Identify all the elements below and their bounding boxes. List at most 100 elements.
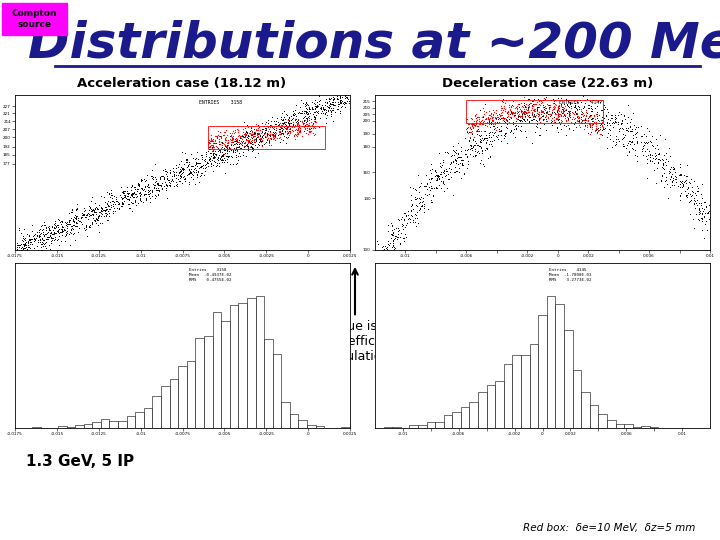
Point: [253, 140, 264, 149]
Point: [37, 241, 49, 250]
Point: [110, 197, 122, 206]
Point: [474, 132, 485, 140]
Point: [233, 132, 244, 140]
Point: [289, 115, 301, 124]
Point: [377, 260, 388, 268]
Point: [552, 108, 563, 117]
Point: [246, 126, 257, 134]
Point: [305, 117, 317, 126]
Point: [265, 133, 276, 142]
Point: [303, 105, 315, 113]
Point: [228, 135, 239, 144]
Point: [222, 143, 234, 151]
Point: [49, 229, 60, 238]
Point: [509, 112, 521, 120]
Point: [260, 124, 271, 133]
Point: [501, 124, 513, 132]
Point: [274, 128, 285, 137]
Point: [587, 114, 598, 123]
Point: [66, 228, 77, 237]
Point: [381, 254, 392, 262]
Point: [439, 172, 451, 180]
Point: [18, 240, 30, 248]
Point: [328, 96, 339, 105]
Point: [639, 139, 650, 147]
Point: [23, 236, 35, 245]
Point: [505, 109, 517, 118]
Point: [22, 248, 34, 256]
Point: [490, 118, 501, 126]
Point: [676, 177, 688, 185]
Point: [35, 234, 46, 243]
Point: [213, 138, 225, 146]
Point: [231, 135, 243, 144]
Point: [621, 119, 632, 127]
Point: [284, 127, 296, 136]
Point: [515, 119, 526, 128]
Point: [118, 188, 130, 197]
Point: [251, 125, 262, 133]
Point: [225, 159, 236, 168]
Point: [441, 166, 453, 175]
Point: [531, 116, 542, 125]
Point: [319, 105, 330, 114]
Point: [207, 146, 219, 155]
Point: [116, 199, 127, 208]
Point: [174, 170, 186, 179]
Point: [115, 201, 127, 210]
Point: [68, 217, 79, 226]
Point: [271, 122, 282, 131]
Point: [156, 184, 168, 193]
Point: [11, 245, 22, 253]
Point: [292, 118, 303, 127]
Bar: [264, 339, 273, 428]
Point: [11, 243, 22, 252]
Point: [595, 106, 606, 114]
Point: [307, 120, 318, 129]
Point: [12, 246, 23, 254]
Point: [324, 95, 336, 104]
Point: [155, 171, 166, 180]
Point: [518, 109, 530, 117]
Point: [663, 168, 675, 177]
Point: [143, 183, 154, 191]
Point: [582, 100, 593, 109]
Point: [462, 127, 473, 136]
Point: [519, 113, 531, 122]
Point: [527, 112, 539, 121]
Point: [573, 112, 585, 121]
Point: [587, 117, 598, 125]
Point: [584, 111, 595, 120]
Point: [41, 224, 53, 232]
Point: [680, 172, 692, 180]
Point: [64, 215, 76, 224]
Point: [466, 144, 477, 152]
Point: [205, 140, 217, 149]
Point: [483, 133, 495, 141]
Point: [132, 180, 143, 188]
Point: [665, 152, 676, 160]
Point: [680, 192, 691, 200]
Point: [204, 145, 216, 154]
Point: [339, 102, 351, 111]
Point: [204, 149, 216, 158]
Point: [260, 123, 271, 132]
Point: [308, 113, 320, 122]
Point: [315, 109, 326, 117]
Point: [18, 259, 30, 268]
Point: [552, 111, 564, 120]
Point: [72, 219, 84, 227]
Point: [153, 186, 164, 195]
Point: [288, 131, 300, 139]
Point: [501, 116, 513, 124]
Point: [538, 102, 549, 111]
Point: [95, 202, 107, 211]
Point: [519, 108, 531, 117]
Point: [491, 113, 503, 122]
Point: [474, 158, 485, 167]
Point: [216, 143, 228, 151]
Point: [287, 120, 299, 129]
Point: [683, 183, 694, 192]
Point: [256, 129, 267, 138]
Point: [184, 167, 196, 176]
